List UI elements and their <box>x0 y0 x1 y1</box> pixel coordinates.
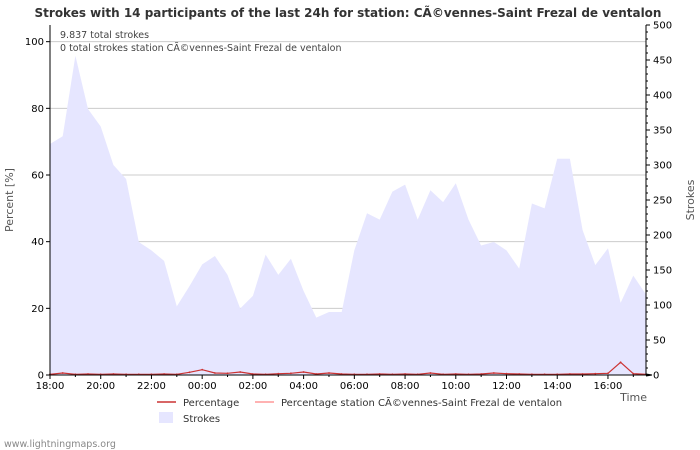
percentage-point-14 <box>226 372 229 375</box>
left-ticks: 0 20 40 60 80 100 <box>25 37 50 382</box>
percentage-point-41 <box>569 373 571 375</box>
x-ticks: 18:00 20:00 22:00 00:00 02:00 04:00 06:00 08:00… <box>36 375 634 392</box>
percentage-point-34 <box>480 373 482 375</box>
percentage-point-11 <box>188 371 191 374</box>
percentage-point-3 <box>87 373 89 375</box>
credit-text: www.lightningmaps.org <box>4 439 116 450</box>
percentage-point-9 <box>163 373 166 375</box>
percentage-point-20 <box>302 371 305 373</box>
right-tick-label-6: 300 <box>653 161 672 172</box>
strokes-area-layer <box>50 55 646 376</box>
right-tick-label-9: 450 <box>653 56 672 67</box>
x-tick-label-7: 08:00 <box>391 381 420 392</box>
x-tick-label-0: 18:00 <box>36 381 65 392</box>
percentage-line-layer <box>49 361 647 376</box>
percentage-point-13 <box>214 372 216 374</box>
x-tick-label-1: 20:00 <box>86 381 115 392</box>
percentage-point-23 <box>340 373 343 375</box>
percentage-point-45 <box>619 361 622 364</box>
x-tick-label-3: 00:00 <box>188 381 217 392</box>
percentage-point-42 <box>581 373 584 375</box>
percentage-point-15 <box>239 371 242 373</box>
legend-label-percentage: Percentage <box>183 398 239 409</box>
annotation-station-strokes: 0 total strokes station CÃ©vennes-Saint … <box>60 43 341 54</box>
legend-label-percentage-station: Percentage station CÃ©vennes-Saint Freza… <box>281 396 562 409</box>
x-tick-label-11: 16:00 <box>594 381 623 392</box>
chart-title: Strokes with 14 participants of the last… <box>35 5 662 20</box>
percentage-point-35 <box>492 372 495 374</box>
x-tick-label-10: 14:00 <box>543 381 572 392</box>
percentage-point-12 <box>201 368 204 371</box>
x-axis-arrow <box>645 373 653 377</box>
x-tick-label-4: 02:00 <box>238 381 267 392</box>
percentage-point-19 <box>290 372 292 375</box>
percentage-point-1 <box>61 372 64 374</box>
x-tick-label-5: 04:00 <box>289 381 318 392</box>
legend-swatch-strokes <box>159 412 173 423</box>
percentage-line <box>49 361 647 375</box>
percentage-point-5 <box>112 373 115 375</box>
strokes-area <box>50 55 646 376</box>
right-tick-label-1: 50 <box>653 336 666 347</box>
left-tick-label-1: 20 <box>31 304 44 315</box>
right-tick-label-0: 0 <box>653 371 659 382</box>
x-tick-label-9: 12:00 <box>492 381 521 392</box>
percentage-point-30 <box>429 372 432 374</box>
legend: Percentage Percentage station CÃ©vennes-… <box>157 396 562 425</box>
right-ticks: 0 50 100 150 200 250 300 350 400 450 500 <box>646 21 672 382</box>
x-tick-label-8: 10:00 <box>441 381 470 392</box>
percentage-point-22 <box>328 372 330 374</box>
percentage-point-46 <box>632 372 635 375</box>
right-tick-label-10: 500 <box>653 21 672 32</box>
left-tick-label-0: 0 <box>38 371 44 382</box>
x-tick-label-6: 06:00 <box>340 381 369 392</box>
percentage-point-37 <box>518 373 521 375</box>
right-tick-label-3: 150 <box>653 266 672 277</box>
percentage-point-28 <box>404 373 406 375</box>
y-axis-right-title: Strokes <box>684 179 697 220</box>
percentage-point-44 <box>607 372 609 375</box>
right-tick-label-5: 250 <box>653 196 672 207</box>
percentage-point-18 <box>277 372 280 375</box>
percentage-point-21 <box>315 373 318 375</box>
left-tick-label-3: 60 <box>31 171 44 182</box>
percentage-point-43 <box>594 372 597 375</box>
right-tick-label-2: 100 <box>653 301 672 312</box>
y-axis-left-title: Percent [%] <box>3 168 16 232</box>
percentage-point-32 <box>454 373 457 375</box>
legend-label-strokes: Strokes <box>183 414 220 425</box>
x-tick-label-2: 22:00 <box>137 381 166 392</box>
right-tick-label-7: 350 <box>653 126 672 137</box>
left-tick-label-4: 80 <box>31 104 44 115</box>
x-axis-title: Time <box>619 391 647 404</box>
left-tick-label-5: 100 <box>25 37 44 48</box>
percentage-point-26 <box>378 373 381 375</box>
percentage-point-36 <box>505 372 508 375</box>
left-tick-label-2: 40 <box>31 237 44 248</box>
annotation-total-strokes: 9.837 total strokes <box>60 30 149 41</box>
right-tick-label-4: 200 <box>653 231 672 242</box>
percentage-point-16 <box>252 373 254 375</box>
right-tick-label-8: 400 <box>653 91 672 102</box>
